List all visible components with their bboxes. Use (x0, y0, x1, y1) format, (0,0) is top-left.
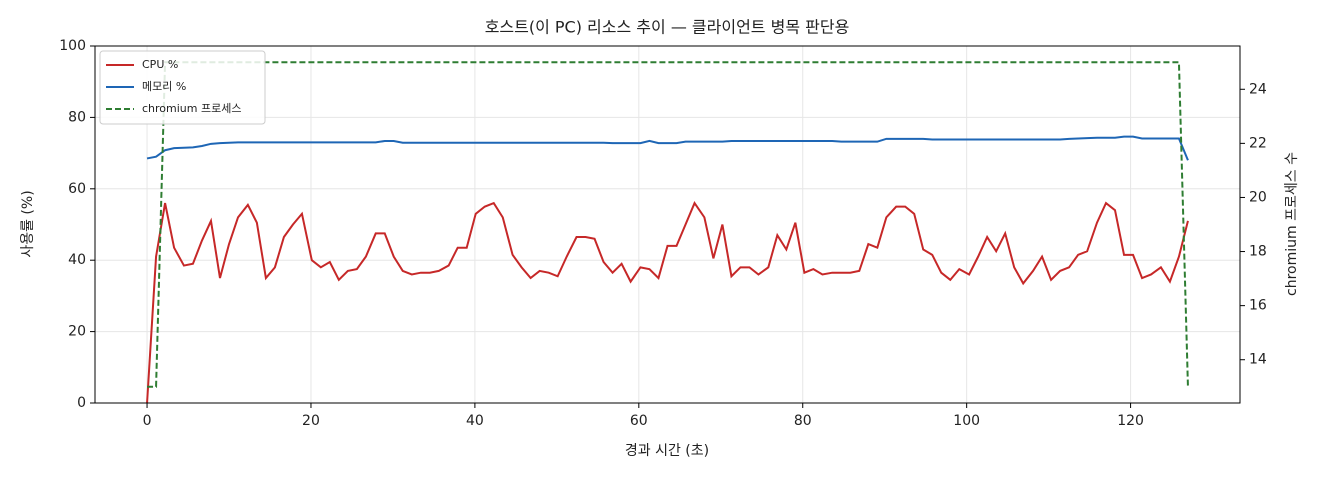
legend-label: CPU % (142, 58, 178, 71)
data-line (146, 201, 1189, 404)
legend-label: 메모리 % (142, 80, 186, 93)
y-axis-label: 사용률 (%) (20, 190, 36, 257)
y-tick-label: 40 (68, 252, 86, 268)
y-tick-label: 100 (59, 38, 86, 54)
x-tick-label: 120 (1117, 413, 1144, 429)
x-axis-label: 경과 시간 (초) (625, 443, 709, 459)
data-line (146, 135, 1189, 161)
y2-tick-label: 14 (1249, 352, 1267, 368)
y2-tick-label: 18 (1249, 244, 1267, 260)
y-tick-label: 80 (68, 109, 86, 125)
y2-tick-label: 20 (1249, 189, 1267, 205)
y-tick-label: 60 (68, 181, 86, 197)
y2-tick-label: 16 (1249, 298, 1267, 314)
y2-tick-label: 22 (1249, 135, 1267, 151)
x-tick-label: 80 (794, 413, 812, 429)
data-line (147, 61, 1189, 388)
x-tick-label: 20 (302, 413, 320, 429)
y-tick-label: 0 (77, 395, 86, 411)
chart-title: 호스트(이 PC) 리소스 추이 — 클라이언트 병목 판단용 (485, 18, 850, 37)
plot-frame (94, 45, 1241, 404)
y-tick-label: 20 (68, 324, 86, 340)
x-tick-label: 40 (466, 413, 484, 429)
x-tick-label: 60 (630, 413, 648, 429)
legend-label: chromium 프로세스 (142, 102, 241, 115)
x-tick-label: 100 (953, 413, 980, 429)
y2-axis-label: chromium 프로세스 수 (1284, 152, 1300, 296)
legend-box (99, 50, 266, 125)
y2-tick-label: 24 (1249, 81, 1267, 97)
x-tick-label: 0 (143, 413, 152, 429)
legend: CPU % 메모리 % chromium 프로세스 (99, 50, 266, 125)
